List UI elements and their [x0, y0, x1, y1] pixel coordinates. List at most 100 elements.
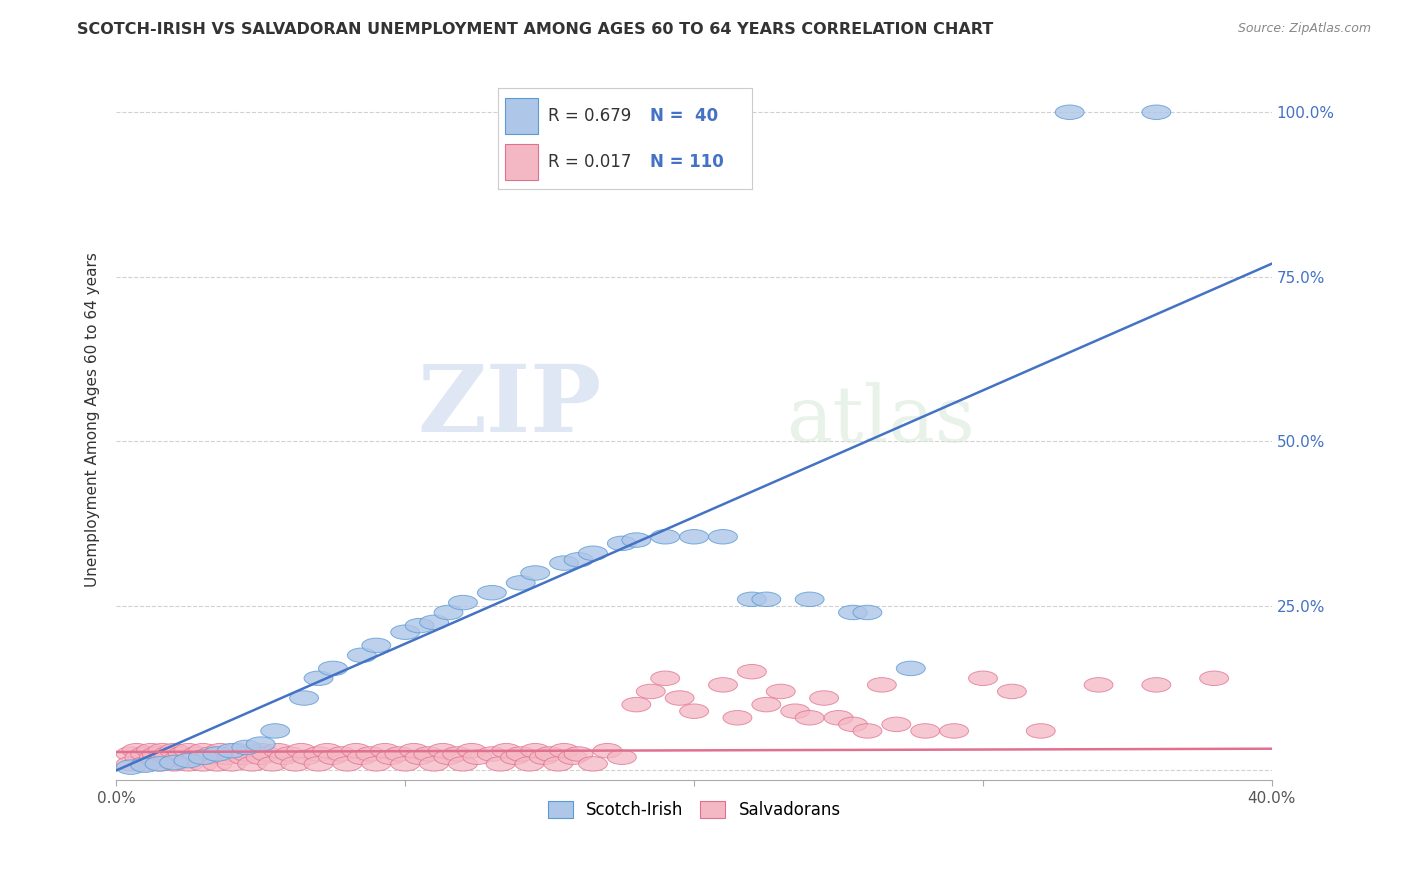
Ellipse shape: [723, 711, 752, 725]
Ellipse shape: [252, 747, 281, 761]
Ellipse shape: [139, 750, 169, 764]
Ellipse shape: [117, 756, 145, 771]
Ellipse shape: [131, 756, 160, 771]
Ellipse shape: [312, 743, 342, 758]
Ellipse shape: [853, 723, 882, 739]
Ellipse shape: [218, 743, 246, 758]
Ellipse shape: [136, 743, 166, 758]
Ellipse shape: [145, 756, 174, 771]
Ellipse shape: [160, 743, 188, 758]
Ellipse shape: [304, 747, 333, 761]
Ellipse shape: [752, 592, 780, 607]
Ellipse shape: [117, 760, 145, 774]
Ellipse shape: [911, 723, 939, 739]
Ellipse shape: [202, 747, 232, 761]
Ellipse shape: [564, 552, 593, 567]
Ellipse shape: [281, 756, 309, 771]
Ellipse shape: [405, 618, 434, 632]
Ellipse shape: [478, 585, 506, 600]
Ellipse shape: [270, 750, 298, 764]
Ellipse shape: [463, 750, 492, 764]
Ellipse shape: [150, 750, 180, 764]
Ellipse shape: [501, 750, 530, 764]
Ellipse shape: [174, 754, 202, 768]
Ellipse shape: [319, 750, 347, 764]
Ellipse shape: [969, 671, 997, 686]
Ellipse shape: [838, 717, 868, 731]
Ellipse shape: [174, 743, 202, 758]
Ellipse shape: [550, 743, 578, 758]
Ellipse shape: [882, 717, 911, 731]
Ellipse shape: [853, 606, 882, 620]
Ellipse shape: [212, 750, 240, 764]
Ellipse shape: [246, 737, 276, 751]
Ellipse shape: [578, 756, 607, 771]
Ellipse shape: [1084, 678, 1114, 692]
Ellipse shape: [665, 690, 695, 706]
Ellipse shape: [131, 747, 160, 761]
Ellipse shape: [796, 711, 824, 725]
Ellipse shape: [290, 690, 319, 706]
Ellipse shape: [257, 756, 287, 771]
Ellipse shape: [1199, 671, 1229, 686]
Ellipse shape: [194, 750, 224, 764]
Ellipse shape: [188, 756, 218, 771]
Ellipse shape: [896, 661, 925, 675]
Ellipse shape: [292, 750, 322, 764]
Ellipse shape: [197, 747, 226, 761]
Ellipse shape: [391, 756, 419, 771]
Ellipse shape: [449, 595, 478, 610]
Ellipse shape: [868, 678, 896, 692]
Ellipse shape: [328, 747, 356, 761]
Ellipse shape: [160, 756, 188, 770]
Ellipse shape: [506, 747, 536, 761]
Ellipse shape: [1142, 105, 1171, 120]
Ellipse shape: [939, 723, 969, 739]
Ellipse shape: [238, 756, 267, 771]
Ellipse shape: [125, 750, 153, 764]
Ellipse shape: [413, 747, 443, 761]
Ellipse shape: [824, 711, 853, 725]
Ellipse shape: [304, 671, 333, 686]
Ellipse shape: [224, 743, 252, 758]
Ellipse shape: [180, 750, 208, 764]
Text: atlas: atlas: [786, 382, 976, 458]
Ellipse shape: [766, 684, 796, 698]
Ellipse shape: [796, 592, 824, 607]
Ellipse shape: [145, 756, 174, 771]
Ellipse shape: [651, 671, 679, 686]
Ellipse shape: [679, 530, 709, 544]
Ellipse shape: [260, 723, 290, 739]
Ellipse shape: [342, 743, 371, 758]
Ellipse shape: [347, 750, 377, 764]
Text: Source: ZipAtlas.com: Source: ZipAtlas.com: [1237, 22, 1371, 36]
Ellipse shape: [122, 743, 150, 758]
Ellipse shape: [449, 756, 478, 771]
Ellipse shape: [166, 750, 194, 764]
Ellipse shape: [621, 698, 651, 712]
Ellipse shape: [429, 743, 457, 758]
Ellipse shape: [232, 740, 260, 755]
Ellipse shape: [515, 756, 544, 771]
Ellipse shape: [356, 747, 385, 761]
Ellipse shape: [371, 743, 399, 758]
Ellipse shape: [391, 625, 419, 640]
Ellipse shape: [160, 756, 188, 771]
Ellipse shape: [205, 743, 235, 758]
Ellipse shape: [142, 747, 172, 761]
Ellipse shape: [361, 638, 391, 653]
Ellipse shape: [709, 678, 737, 692]
Ellipse shape: [536, 747, 564, 761]
Ellipse shape: [188, 750, 218, 764]
Ellipse shape: [544, 756, 572, 771]
Ellipse shape: [1142, 678, 1171, 692]
Ellipse shape: [478, 747, 506, 761]
Ellipse shape: [997, 684, 1026, 698]
Ellipse shape: [607, 750, 637, 764]
Ellipse shape: [1056, 105, 1084, 120]
Ellipse shape: [405, 750, 434, 764]
Ellipse shape: [148, 743, 177, 758]
Ellipse shape: [419, 756, 449, 771]
Ellipse shape: [530, 750, 558, 764]
Ellipse shape: [520, 566, 550, 580]
